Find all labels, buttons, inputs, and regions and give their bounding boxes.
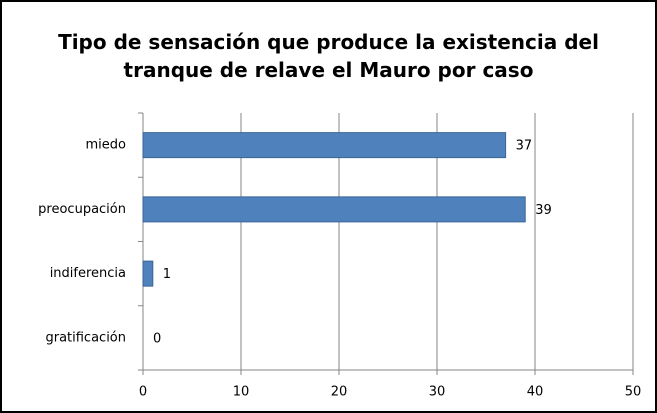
data-label: 1 <box>163 267 171 282</box>
x-tick-label: 10 <box>233 385 250 400</box>
chart-title: Tipo de sensación que produce la existen… <box>58 30 599 82</box>
data-label: 39 <box>535 203 552 218</box>
y-tick-label: gratificación <box>45 330 126 345</box>
bar <box>142 196 526 223</box>
data-label: 0 <box>153 331 161 346</box>
data-label: 37 <box>516 139 533 154</box>
y-tick-label: indiferencia <box>50 266 126 281</box>
x-tick-label: 20 <box>331 385 348 400</box>
x-tick-label: 30 <box>429 385 446 400</box>
x-tick-label: 40 <box>527 385 544 400</box>
y-tick-label: preocupación <box>38 202 126 217</box>
x-tick-label: 0 <box>139 385 147 400</box>
x-tick-label: 50 <box>625 385 642 400</box>
bar <box>142 132 507 159</box>
y-tick-label: miedo <box>86 138 127 153</box>
bar <box>142 260 154 287</box>
